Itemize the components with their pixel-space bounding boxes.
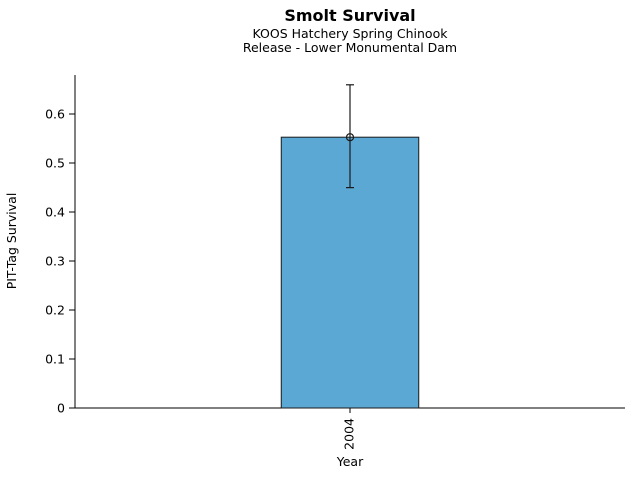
y-tick-label: 0.4 <box>45 205 65 220</box>
chart-subtitle-line2: Release - Lower Monumental Dam <box>243 40 457 55</box>
y-tick-label: 0.5 <box>45 156 65 171</box>
plot-content: 0 0.1 0.2 0.3 0.4 0.5 0.6 2004 <box>45 84 420 450</box>
y-tick-label: 0.3 <box>45 254 65 269</box>
y-tick-label: 0.1 <box>45 352 65 367</box>
data-point-marker <box>345 133 355 142</box>
x-axis-label: Year <box>336 454 364 469</box>
y-axis-label: PIT-Tag Survival <box>4 193 19 290</box>
y-tick-label: 0.2 <box>45 303 65 318</box>
y-tick-label: 0 <box>57 401 65 416</box>
x-tick-label: 2004 <box>342 418 357 450</box>
chart-subtitle-line1: KOOS Hatchery Spring Chinook <box>253 26 449 41</box>
y-tick-label: 0.6 <box>45 107 65 122</box>
chart-title: Smolt Survival <box>284 6 415 25</box>
